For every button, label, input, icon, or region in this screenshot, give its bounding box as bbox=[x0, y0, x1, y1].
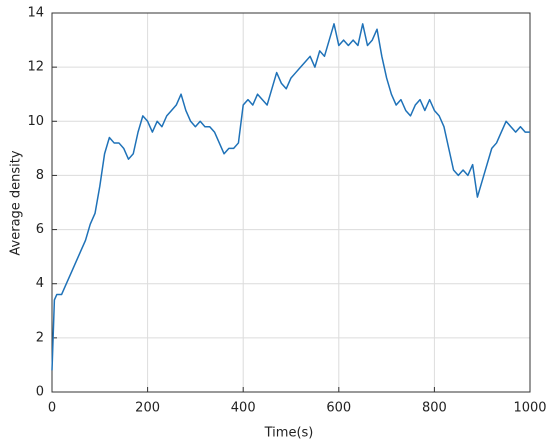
y-tick-label: 10 bbox=[27, 114, 44, 129]
x-tick-label: 600 bbox=[326, 401, 351, 416]
x-tick-label: 400 bbox=[231, 401, 256, 416]
y-tick-label: 12 bbox=[27, 60, 44, 75]
x-tick-label: 200 bbox=[135, 401, 160, 416]
y-tick-label: 8 bbox=[36, 168, 44, 183]
y-tick-label: 0 bbox=[36, 385, 44, 400]
x-tick-label: 800 bbox=[422, 401, 447, 416]
x-tick-label: 0 bbox=[48, 401, 56, 416]
y-axis-label: Average density bbox=[9, 150, 24, 255]
y-tick-label: 14 bbox=[27, 6, 44, 21]
plot-frame bbox=[51, 12, 531, 393]
y-tick-label: 6 bbox=[36, 222, 44, 237]
data-line bbox=[51, 23, 530, 371]
x-tick-label: 1000 bbox=[513, 401, 546, 416]
x-axis-label: Time(s) bbox=[264, 426, 314, 441]
y-tick-label: 2 bbox=[36, 330, 44, 345]
y-tick-label: 4 bbox=[36, 276, 44, 291]
